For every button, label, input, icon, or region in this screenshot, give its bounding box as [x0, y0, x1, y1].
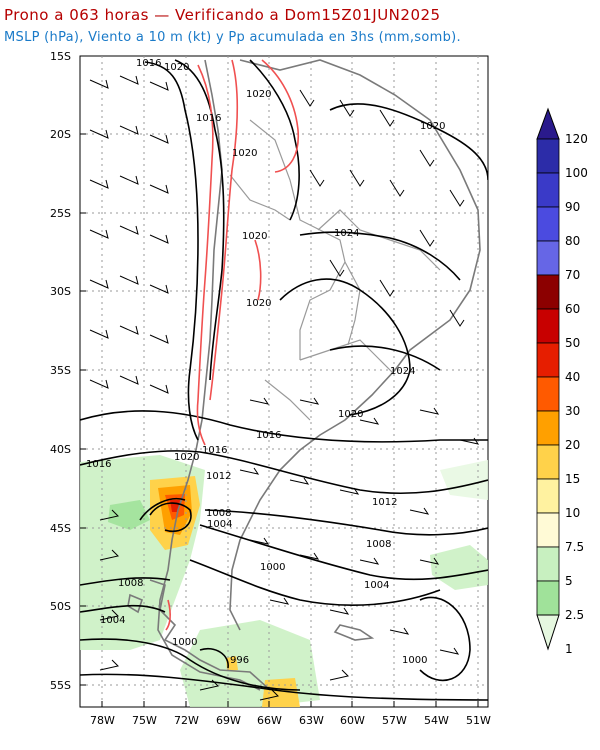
map-subtitle: MSLP (hPa), Viento a 10 m (kt) y Pp acum… [4, 30, 461, 45]
colorbar-label: 7.5 [565, 540, 584, 554]
colorbar: 120 100 90 80 70 60 50 40 30 20 15 10 7.5 5 2.5 1 [536, 107, 588, 656]
isobar-label: 1008 [206, 508, 231, 519]
lat-lon-grid [80, 56, 488, 707]
colorbar-swatch [536, 478, 560, 514]
lat-label: 55S [50, 679, 71, 692]
isobars [80, 59, 488, 701]
lon-label: 60W [340, 714, 365, 727]
colorbar-label: 1 [565, 642, 573, 656]
lon-label: 66W [257, 714, 282, 727]
lon-label: 54W [424, 714, 449, 727]
lon-label: 72W [174, 714, 199, 727]
colorbar-swatch [536, 512, 560, 548]
red-contour [165, 59, 300, 631]
colorbar-label: 90 [565, 200, 580, 214]
country-borders [229, 119, 441, 421]
map-title: Prono a 063 horas — Verificando a Dom15Z… [4, 6, 441, 24]
isobar-label: 1020 [420, 121, 445, 132]
lon-label: 69W [216, 714, 241, 727]
lon-label: 78W [90, 714, 115, 727]
colorbar-swatch [536, 240, 560, 276]
isobar-label: 1012 [372, 497, 397, 508]
colorbar-top-arrow [536, 107, 560, 140]
colorbar-label: 50 [565, 336, 580, 350]
colorbar-swatch [536, 444, 560, 480]
colorbar-swatch [536, 138, 560, 174]
longitude-labels: 78W 75W 72W 69W 66W 63W 60W 57W 54W 51W [90, 714, 491, 727]
colorbar-swatch [536, 274, 560, 310]
isobar-label: 1024 [390, 366, 415, 377]
isobar-label: 1020 [232, 148, 257, 159]
isobar-label: 996 [230, 655, 249, 666]
lat-label: 25S [50, 207, 71, 220]
colorbar-swatch [536, 342, 560, 378]
colorbar-swatch [536, 206, 560, 242]
colorbar-label: 80 [565, 234, 580, 248]
isobar-label: 1008 [118, 578, 143, 589]
isobar-label: 1008 [366, 539, 391, 550]
lat-label: 15S [50, 50, 71, 63]
isobar-labels: 1016 1020 1016 1020 1020 1020 1024 1020 … [86, 58, 445, 666]
isobar-label: 1004 [207, 519, 232, 530]
colorbar-label: 5 [565, 574, 573, 588]
isobar-label: 1020 [174, 452, 199, 463]
lon-label: 75W [132, 714, 157, 727]
colorbar-label: 30 [565, 404, 580, 418]
colorbar-swatch [536, 172, 560, 208]
isobar-label: 1024 [334, 228, 359, 239]
isobar-label: 1000 [402, 655, 427, 666]
colorbar-label: 120 [565, 132, 588, 146]
isobar-label: 1020 [246, 89, 271, 100]
colorbar-bottom-arrow [536, 614, 560, 651]
axis-ticks [80, 55, 479, 707]
isobar-label: 1020 [164, 62, 189, 73]
isobar-label: 1000 [260, 562, 285, 573]
colorbar-label: 15 [565, 472, 580, 486]
colorbar-swatch [536, 308, 560, 344]
colorbar-label: 10 [565, 506, 580, 520]
lat-label: 30S [50, 285, 71, 298]
lat-label: 40S [50, 443, 71, 456]
colorbar-swatch [536, 376, 560, 412]
isobar-label: 1016 [202, 445, 227, 456]
colorbar-label: 2.5 [565, 608, 584, 622]
colorbar-label: 20 [565, 438, 580, 452]
isobar-label: 1016 [86, 459, 111, 470]
lat-label: 35S [50, 364, 71, 377]
colorbar-label: 60 [565, 302, 580, 316]
lat-label: 50S [50, 600, 71, 613]
lon-label: 57W [382, 714, 407, 727]
isobar-label: 1004 [100, 615, 125, 626]
lat-label: 20S [50, 128, 71, 141]
colorbar-label: 100 [565, 166, 588, 180]
lat-label: 45S [50, 522, 71, 535]
isobar-label: 1020 [338, 409, 363, 420]
isobar-label: 1016 [256, 430, 281, 441]
wind-barbs [89, 75, 480, 701]
latitude-labels: 15S 20S 25S 30S 35S 40S 45S 50S 55S [50, 50, 71, 692]
isobar-label: 1016 [196, 113, 221, 124]
lon-label: 51W [466, 714, 491, 727]
isobar-label: 1016 [136, 58, 161, 69]
isobar-label: 1020 [242, 231, 267, 242]
colorbar-swatch [536, 410, 560, 446]
colorbar-label: 40 [565, 370, 580, 384]
colorbar-label: 70 [565, 268, 580, 282]
isobar-label: 1000 [172, 637, 197, 648]
colorbar-swatch [536, 580, 560, 616]
isobar-label: 1020 [246, 298, 271, 309]
isobar-label: 1012 [206, 471, 231, 482]
isobar-label: 1004 [364, 580, 389, 591]
lon-label: 63W [299, 714, 324, 727]
colorbar-swatch [536, 546, 560, 582]
